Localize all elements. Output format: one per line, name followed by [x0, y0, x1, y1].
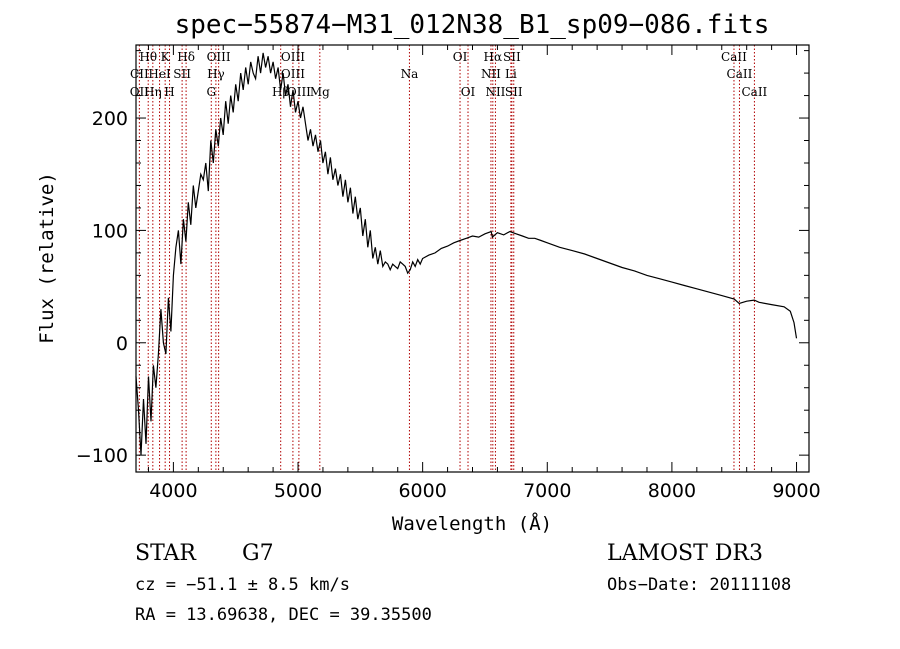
emission-line-label: CII: [130, 67, 149, 81]
redshift-text: cz = −51.1 ± 8.5 km/s: [135, 575, 350, 595]
emission-line-label: CaII: [721, 50, 747, 64]
class-label: STAR: [135, 541, 197, 566]
emission-line-label: Hη: [144, 85, 162, 99]
emission-line-label: NII: [481, 67, 501, 81]
emission-line-label: OI: [453, 50, 468, 64]
x-tick-label: 7000: [523, 480, 571, 502]
emission-line-label: OI: [461, 85, 476, 99]
subclass-label: G7: [242, 541, 274, 566]
x-tick-label: 9000: [772, 480, 820, 502]
emission-line-label: Hδ: [177, 50, 195, 64]
x-tick-label: 4000: [149, 480, 197, 502]
emission-line-label: G: [206, 85, 216, 99]
emission-line-label: Mg: [310, 85, 330, 99]
emission-line-label: CaII: [727, 67, 753, 81]
emission-line-label: OIII: [287, 85, 311, 99]
flux-series-line: [135, 52, 798, 456]
emission-line-label: SII: [505, 85, 523, 99]
x-axis-label: Wavelength (Å): [392, 512, 552, 535]
emission-line-label: Hθ: [139, 50, 157, 64]
emission-line-label: HeI: [148, 67, 171, 81]
emission-line-label: OII: [130, 85, 150, 99]
x-tick-label: 8000: [648, 480, 696, 502]
emission-line-label: SII: [503, 50, 521, 64]
emission-line-label: NII: [485, 85, 505, 99]
emission-line-label: OIII: [281, 50, 305, 64]
y-tick-label: −100: [76, 445, 128, 467]
x-tick-label: 6000: [398, 480, 446, 502]
x-tick-label: 5000: [274, 480, 322, 502]
plot-frame: [135, 44, 810, 473]
coordinates-text: RA = 13.69638, DEC = 39.35500: [135, 605, 432, 625]
obs-date-text: Obs−Date: 20111108: [607, 575, 791, 595]
emission-line-label: H: [164, 85, 174, 99]
emission-line-markers: [138, 45, 755, 472]
emission-line-label: CaII: [741, 85, 767, 99]
emission-line-label: OIII: [207, 50, 231, 64]
emission-line-label: OIII: [281, 67, 305, 81]
y-tick-label: 100: [92, 220, 128, 242]
emission-line-label: SII: [173, 67, 191, 81]
survey-label: LAMOST DR3: [607, 541, 763, 566]
y-tick-label: 200: [92, 108, 128, 130]
emission-line-label: K: [161, 50, 171, 64]
emission-line-label: Li: [505, 67, 517, 81]
emission-line-label: Na: [401, 67, 419, 81]
y-axis-label: Flux (relative): [36, 172, 58, 344]
axis-ticks: 4000 5000 6000 7000 8000 9000 −100 0 100 200: [76, 45, 821, 502]
emission-line-label: Hα: [484, 50, 503, 64]
chart-title: spec−55874−M31_012N38_B1_sp09−086.fits: [175, 10, 770, 40]
y-tick-label: 0: [116, 333, 128, 355]
emission-line-label: Hγ: [207, 67, 225, 81]
